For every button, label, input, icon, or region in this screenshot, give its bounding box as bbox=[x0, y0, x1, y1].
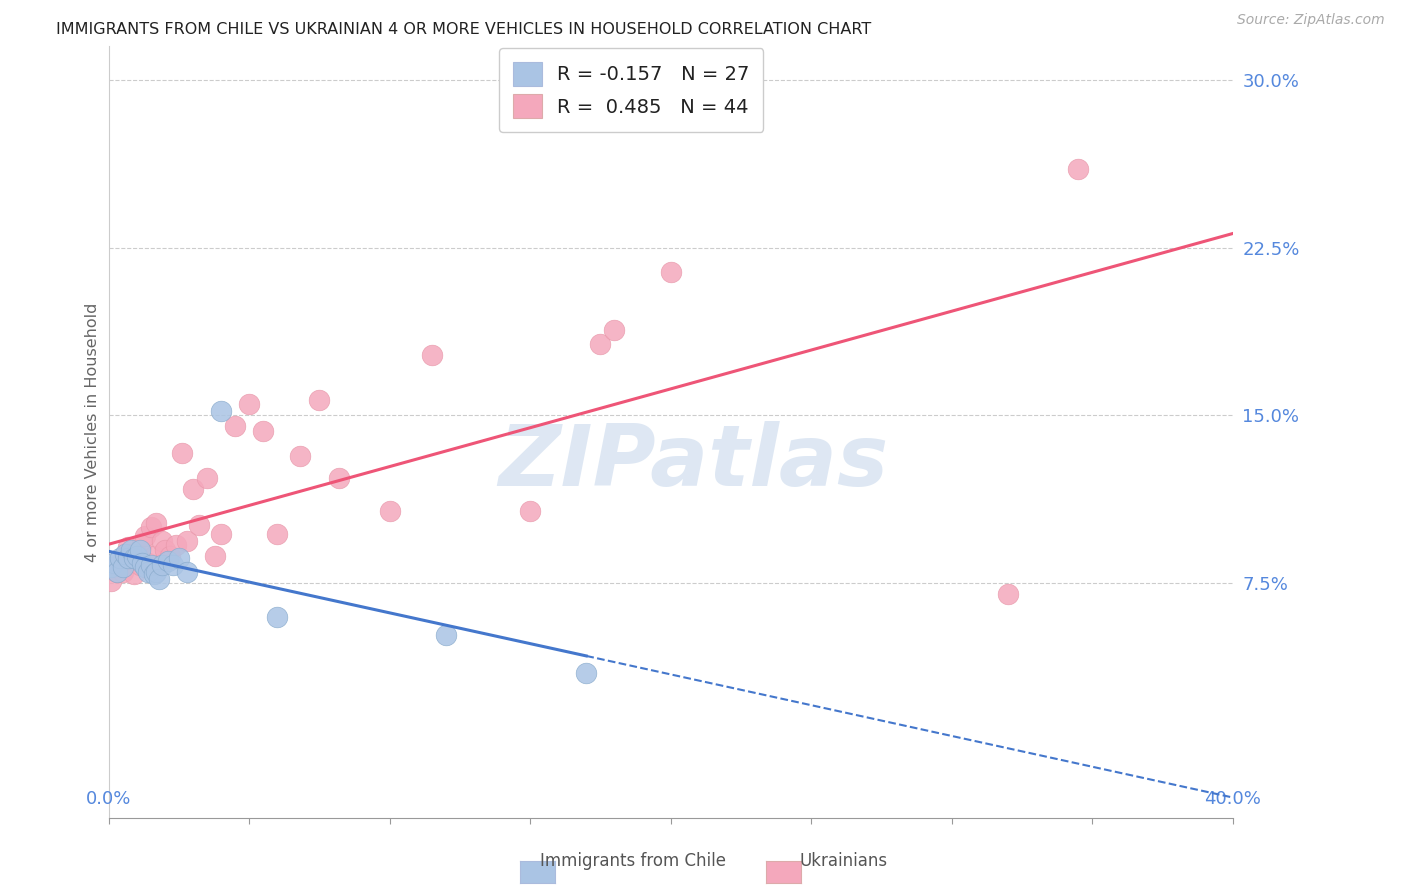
Point bbox=[114, 547, 136, 561]
Point bbox=[204, 549, 226, 564]
Point bbox=[659, 265, 682, 279]
Point bbox=[378, 504, 401, 518]
Point bbox=[125, 549, 148, 564]
Text: ZIPatlas: ZIPatlas bbox=[498, 421, 889, 505]
Point bbox=[575, 665, 598, 680]
Point bbox=[103, 556, 125, 570]
Text: 40.0%: 40.0% bbox=[1204, 789, 1261, 808]
Y-axis label: 4 or more Vehicles in Household: 4 or more Vehicles in Household bbox=[86, 302, 100, 562]
Point bbox=[288, 449, 311, 463]
Point bbox=[997, 587, 1019, 601]
Point bbox=[134, 560, 156, 574]
Point bbox=[117, 541, 139, 555]
Point bbox=[266, 526, 288, 541]
Point bbox=[150, 533, 173, 548]
Point bbox=[603, 323, 626, 337]
Point bbox=[145, 565, 167, 579]
Point bbox=[238, 397, 260, 411]
Point bbox=[128, 558, 150, 573]
Point bbox=[167, 551, 190, 566]
Point bbox=[111, 565, 134, 579]
Point bbox=[156, 554, 179, 568]
Point bbox=[328, 471, 350, 485]
Point bbox=[142, 567, 165, 582]
Point bbox=[105, 565, 128, 579]
Point bbox=[162, 558, 184, 573]
Text: Immigrants from Chile: Immigrants from Chile bbox=[540, 852, 725, 870]
Point bbox=[153, 542, 176, 557]
Point bbox=[111, 560, 134, 574]
Point bbox=[136, 565, 159, 579]
Point bbox=[434, 627, 457, 641]
Point bbox=[128, 542, 150, 557]
Point bbox=[420, 348, 443, 362]
Point bbox=[176, 565, 198, 579]
Point bbox=[100, 560, 122, 574]
Point bbox=[187, 517, 209, 532]
Point bbox=[148, 572, 170, 586]
Point bbox=[148, 558, 170, 573]
Point bbox=[145, 516, 167, 530]
Point bbox=[308, 392, 330, 407]
Point bbox=[136, 556, 159, 570]
Point bbox=[122, 567, 145, 582]
Point bbox=[120, 542, 142, 557]
Point bbox=[176, 533, 198, 548]
Text: Ukrainians: Ukrainians bbox=[800, 852, 887, 870]
Point bbox=[209, 404, 232, 418]
Point bbox=[103, 560, 125, 574]
Point bbox=[139, 520, 162, 534]
Point bbox=[209, 526, 232, 541]
Point bbox=[150, 558, 173, 573]
Point bbox=[159, 549, 181, 564]
Point bbox=[100, 574, 122, 588]
Point bbox=[125, 547, 148, 561]
Point bbox=[589, 336, 612, 351]
Point bbox=[170, 446, 193, 460]
Point bbox=[165, 538, 187, 552]
Point bbox=[131, 536, 153, 550]
Text: IMMIGRANTS FROM CHILE VS UKRAINIAN 4 OR MORE VEHICLES IN HOUSEHOLD CORRELATION C: IMMIGRANTS FROM CHILE VS UKRAINIAN 4 OR … bbox=[56, 22, 872, 37]
Point bbox=[108, 551, 131, 566]
Point bbox=[195, 471, 218, 485]
Point bbox=[142, 549, 165, 564]
Point bbox=[134, 529, 156, 543]
Point bbox=[105, 565, 128, 579]
Point bbox=[139, 558, 162, 573]
Point bbox=[120, 547, 142, 561]
Point bbox=[252, 424, 274, 438]
Point bbox=[117, 551, 139, 566]
Point bbox=[266, 609, 288, 624]
Text: Source: ZipAtlas.com: Source: ZipAtlas.com bbox=[1237, 13, 1385, 28]
Point bbox=[122, 551, 145, 566]
Point bbox=[224, 419, 246, 434]
Point bbox=[519, 504, 541, 518]
Text: 0.0%: 0.0% bbox=[86, 789, 131, 808]
Point bbox=[114, 549, 136, 564]
Point bbox=[108, 556, 131, 570]
Point bbox=[131, 556, 153, 570]
Legend: R = -0.157   N = 27, R =  0.485   N = 44: R = -0.157 N = 27, R = 0.485 N = 44 bbox=[499, 48, 763, 132]
Point bbox=[1067, 162, 1090, 177]
Point bbox=[181, 482, 204, 496]
